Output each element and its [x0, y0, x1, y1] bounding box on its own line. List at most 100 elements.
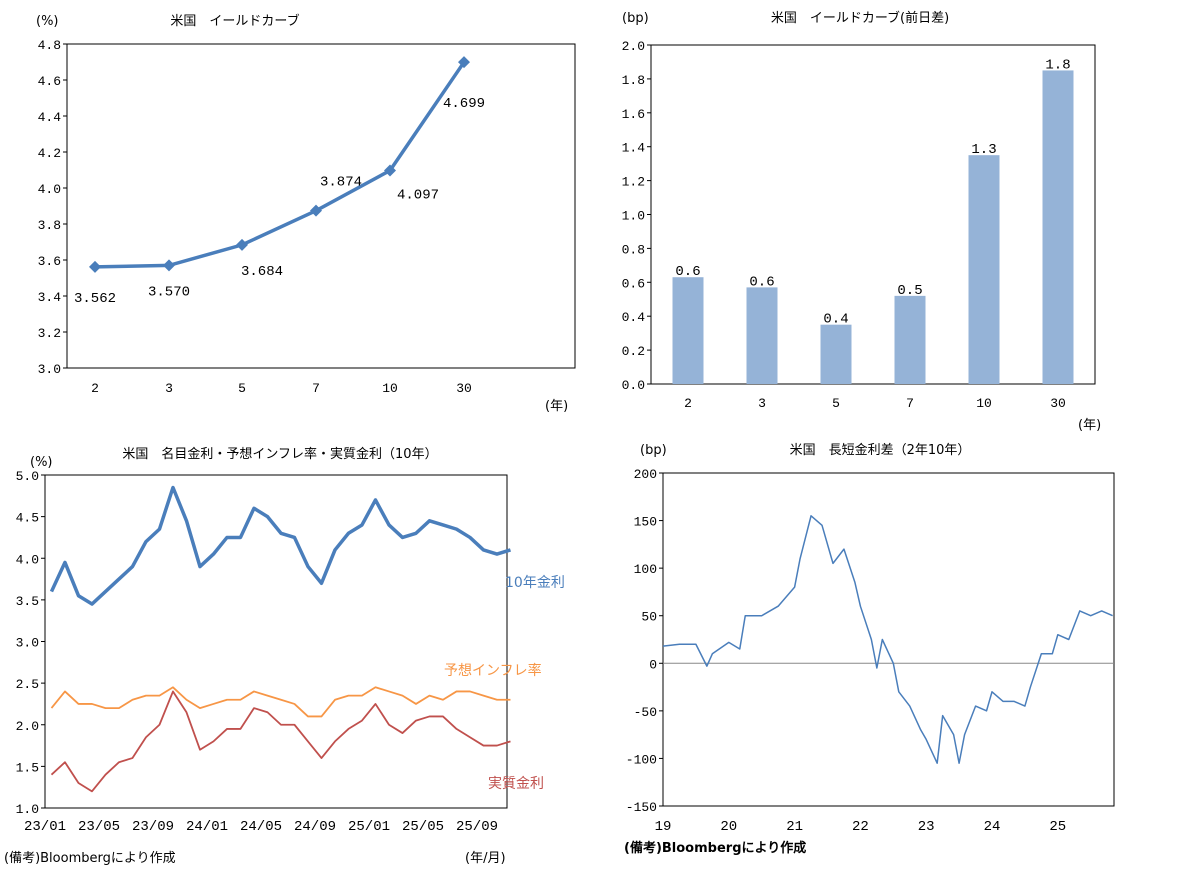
data-point-marker [89, 260, 101, 273]
y-tick-label: 4.0 [16, 552, 39, 567]
x-tick-label: 30 [1050, 396, 1066, 411]
bar [894, 295, 926, 384]
y-tick-label: 200 [634, 467, 657, 482]
y-tick-label: 1.0 [16, 802, 39, 817]
legend-breakeven: 予想インフレ率 [444, 662, 542, 679]
bar [968, 155, 1000, 384]
source-note: (備考)Bloombergにより作成 [624, 840, 806, 856]
y-tick-label: 0.0 [622, 378, 645, 393]
yield-curve-chart: 米国 イールドカーブ (%) (年) 3.0 3.2 3.4 3.6 3.8 4.0 4.2… [36, 13, 576, 414]
series-line [50, 686, 511, 718]
x-tick-label: 23/05 [78, 819, 120, 835]
bar [672, 277, 704, 384]
y-tick-label: 4.8 [38, 38, 61, 53]
x-tick-label: 10 [382, 381, 398, 396]
yield-curve-change-chart: 米国 イールドカーブ(前日差) (bp) (年) 0.0 0.2 0.4 0.6 0.8… [622, 10, 1102, 433]
y-tick-label: -50 [634, 705, 657, 720]
y-tick-label: 3.0 [16, 636, 39, 651]
y-tick-label: 4.0 [38, 182, 61, 197]
y-tick-label: 3.6 [38, 254, 61, 269]
y-tick-label: 1.4 [622, 141, 646, 156]
data-point-marker [384, 164, 396, 177]
plot-frame [66, 43, 576, 369]
x-unit: (年/月) [465, 851, 506, 866]
x-tick-label: 7 [312, 381, 320, 396]
data-label: 1.3 [971, 142, 996, 158]
y-tick-label: 3.4 [38, 290, 62, 305]
bar [820, 324, 852, 384]
plot-frame [662, 472, 1115, 807]
y-tick-label: 5.0 [16, 469, 39, 484]
data-label: 0.4 [823, 312, 848, 328]
series-line [49, 485, 511, 606]
y-tick-label: 0.4 [622, 310, 646, 325]
x-tick-label: 24/05 [240, 819, 282, 835]
y-tick-label: 0.2 [622, 344, 645, 359]
x-tick-label: 20 [720, 819, 737, 835]
x-tick-label: 30 [456, 381, 472, 396]
legend-nominal: 10年金利 [505, 575, 565, 591]
data-label: 3.874 [320, 175, 362, 191]
chart-title: 米国 長短金利差（2年10年） [790, 442, 971, 458]
data-label: 1.8 [1045, 57, 1070, 73]
data-label: 3.684 [241, 264, 283, 280]
x-tick-label: 25/05 [402, 819, 444, 835]
y-unit: (bp) [640, 443, 667, 458]
x-tick-label: 24/01 [186, 819, 228, 835]
data-label: 0.6 [675, 264, 700, 280]
data-label: 3.562 [74, 291, 116, 307]
y-tick-label: 150 [634, 515, 657, 530]
plot-frame [650, 44, 1096, 385]
x-tick-label: 10 [976, 396, 992, 411]
y-tick-label: 2.0 [16, 719, 39, 734]
data-label: 0.5 [897, 283, 922, 299]
y-tick-label: -100 [626, 752, 657, 767]
data-point-marker [310, 204, 322, 217]
source-note: (備考)Bloombergにより作成 [4, 850, 176, 866]
x-tick-label: 23/01 [24, 819, 66, 835]
y-tick-label: 2.0 [622, 39, 645, 54]
legend-real: 実質金利 [488, 776, 544, 792]
y-unit: (%) [30, 455, 53, 470]
y-tick-label: 1.5 [16, 760, 39, 775]
x-tick-label: 21 [786, 819, 803, 835]
x-tick-label: 5 [238, 381, 246, 396]
data-point-marker [458, 56, 470, 69]
y-tick-label: 3.5 [16, 594, 39, 609]
y-tick-label: 1.6 [622, 107, 645, 122]
x-tick-label: 22 [852, 819, 869, 835]
y-tick-label: 4.5 [16, 511, 39, 526]
y-unit: (bp) [622, 11, 649, 26]
x-tick-label: 7 [906, 396, 914, 411]
y-tick-label: 3.0 [38, 362, 61, 377]
y-tick-label: 4.4 [38, 110, 62, 125]
y-tick-label: 0.6 [622, 276, 645, 291]
y-tick-label: 1.2 [622, 175, 645, 190]
data-label: 0.6 [749, 274, 774, 290]
y-unit: (%) [36, 14, 59, 29]
y-tick-label: -150 [626, 800, 657, 815]
data-label: 4.699 [443, 96, 485, 112]
chart-title: 米国 イールドカーブ [170, 13, 299, 29]
chart-title: 米国 名目金利・予想インフレ率・実質金利（10年） [122, 446, 437, 462]
x-tick-label: 23/09 [132, 819, 174, 835]
x-tick-label: 24 [984, 819, 1001, 835]
x-tick-label: 2 [91, 381, 99, 396]
bar [1042, 70, 1074, 385]
x-tick-label: 3 [165, 381, 173, 396]
x-tick-label: 23 [918, 819, 935, 835]
y-tick-label: 4.2 [38, 146, 61, 161]
y-tick-label: 0.8 [622, 242, 645, 257]
y-tick-label: 100 [634, 562, 657, 577]
data-label: 4.097 [397, 188, 439, 204]
series-line [50, 690, 511, 793]
x-tick-label: 19 [655, 819, 672, 835]
x-tick-label: 24/09 [294, 819, 336, 835]
chart-title: 米国 イールドカーブ(前日差) [771, 10, 949, 26]
yield-spread-chart: 米国 長短金利差（2年10年） (bp) -150 -100 -50 0 50 100 15… [624, 442, 1115, 856]
series-line [662, 515, 1113, 764]
y-tick-label: 3.2 [38, 326, 61, 341]
y-tick-label: 50 [641, 610, 657, 625]
y-tick-label: 3.8 [38, 218, 61, 233]
